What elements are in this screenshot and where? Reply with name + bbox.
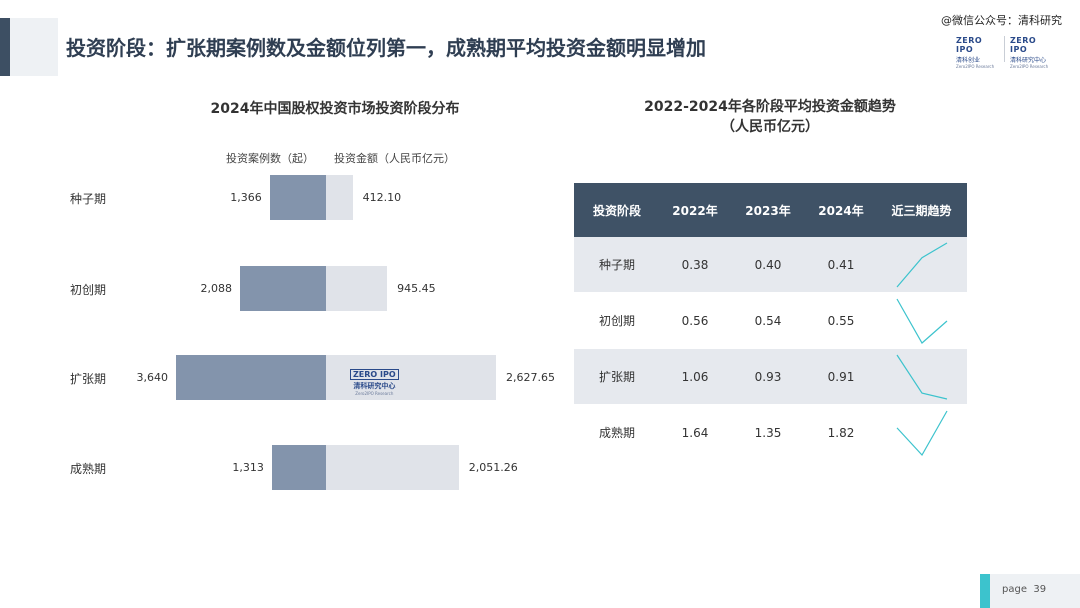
- amount-value-label: 412.10: [362, 190, 402, 204]
- title-accent: [0, 18, 58, 76]
- count-bar: [176, 355, 326, 400]
- amount-bar: [326, 266, 388, 311]
- page-number: page 39: [1002, 584, 1047, 595]
- cell-value: 0.91: [827, 369, 855, 384]
- category-label: 扩张期: [70, 371, 107, 386]
- table-row: 初创期 0.56 0.54 0.55: [574, 293, 967, 349]
- avg-investment-table: 投资阶段 2022年 2023年 2024年 近三期趋势 种子期 0.38 0.…: [574, 183, 967, 461]
- footer-box: [990, 574, 1080, 608]
- legend-amount: 投资金额（人民币亿元）: [334, 152, 455, 165]
- amount-bar: [326, 355, 496, 400]
- cell-value: 1.64: [681, 425, 709, 440]
- cell-value: 0.41: [827, 257, 855, 272]
- amount-value-label: 2,627.65: [506, 370, 555, 384]
- count-bar: [271, 445, 326, 490]
- right-table-title: 2022-2024年各阶段平均投资金额趋势 （人民币亿元）: [644, 99, 896, 135]
- count-value-label: 1,313: [232, 460, 264, 474]
- amount-value-label: 945.45: [397, 281, 436, 295]
- amount-bar: [326, 175, 353, 220]
- cell-value: 0.93: [754, 369, 782, 384]
- left-chart-title: 2024年中国股权投资市场投资阶段分布: [210, 101, 460, 117]
- cell-value: 1.35: [754, 425, 782, 440]
- watermark: @微信公众号：清科研究: [941, 14, 1062, 27]
- trend-line: [896, 242, 948, 288]
- footer-accent: [980, 574, 990, 608]
- cell-value: 0.56: [681, 313, 709, 328]
- header-2022: 2022年: [672, 203, 718, 218]
- table-header: 投资阶段 2022年 2023年 2024年 近三期趋势: [574, 183, 967, 237]
- cell-stage: 种子期: [598, 258, 635, 272]
- trend-line: [896, 354, 948, 400]
- header-2023: 2023年: [745, 203, 791, 218]
- table-row: 种子期 0.38 0.40 0.41: [574, 237, 967, 293]
- chart-watermark-logo: ZERO IPO 清科研究中心 Zero2IPO Research: [350, 362, 399, 396]
- table-row: 成熟期 1.64 1.35 1.82: [574, 405, 967, 461]
- category-label: 初创期: [70, 282, 107, 297]
- table-row: 扩张期 1.06 0.93 0.91: [574, 349, 967, 405]
- cell-stage: 初创期: [598, 314, 635, 328]
- zero2ipo-research-logo: ZERO IPO 清科研究中心 Zero2IPO Research: [1010, 36, 1049, 69]
- legend-count: 投资案例数（起）: [226, 152, 314, 165]
- count-value-label: 3,640: [136, 370, 169, 384]
- logo-divider: [1004, 36, 1005, 62]
- trend-line: [896, 298, 948, 344]
- category-label: 种子期: [70, 191, 107, 206]
- count-bar: [239, 266, 326, 311]
- header-stage: 投资阶段: [592, 203, 641, 218]
- cell-stage: 扩张期: [598, 370, 635, 384]
- trend-line: [896, 410, 948, 457]
- cell-value: 1.82: [827, 425, 855, 440]
- cell-value: 1.06: [681, 369, 709, 384]
- page-title: 投资阶段：扩张期案例数及金额位列第一，成熟期平均投资金额明显增加: [66, 36, 706, 60]
- count-value-label: 2,088: [200, 281, 232, 295]
- cell-stage: 成熟期: [598, 426, 635, 440]
- header-2024: 2024年: [818, 203, 864, 218]
- trend-sparklines: [896, 242, 948, 457]
- amount-value-label: 2,051.26: [468, 460, 518, 474]
- count-value-label: 1,366: [230, 190, 262, 204]
- amount-bar: [326, 445, 459, 490]
- category-label: 成熟期: [70, 461, 107, 476]
- cell-value: 0.40: [754, 257, 782, 272]
- cell-value: 0.38: [681, 257, 709, 272]
- header-trend: 近三期趋势: [891, 203, 952, 218]
- zero2ipo-logo: ZERO IPO 清科创业 Zero2IPO Research: [956, 36, 995, 69]
- count-bar: [269, 175, 326, 220]
- cell-value: 0.55: [827, 313, 855, 328]
- cell-value: 0.54: [754, 313, 782, 328]
